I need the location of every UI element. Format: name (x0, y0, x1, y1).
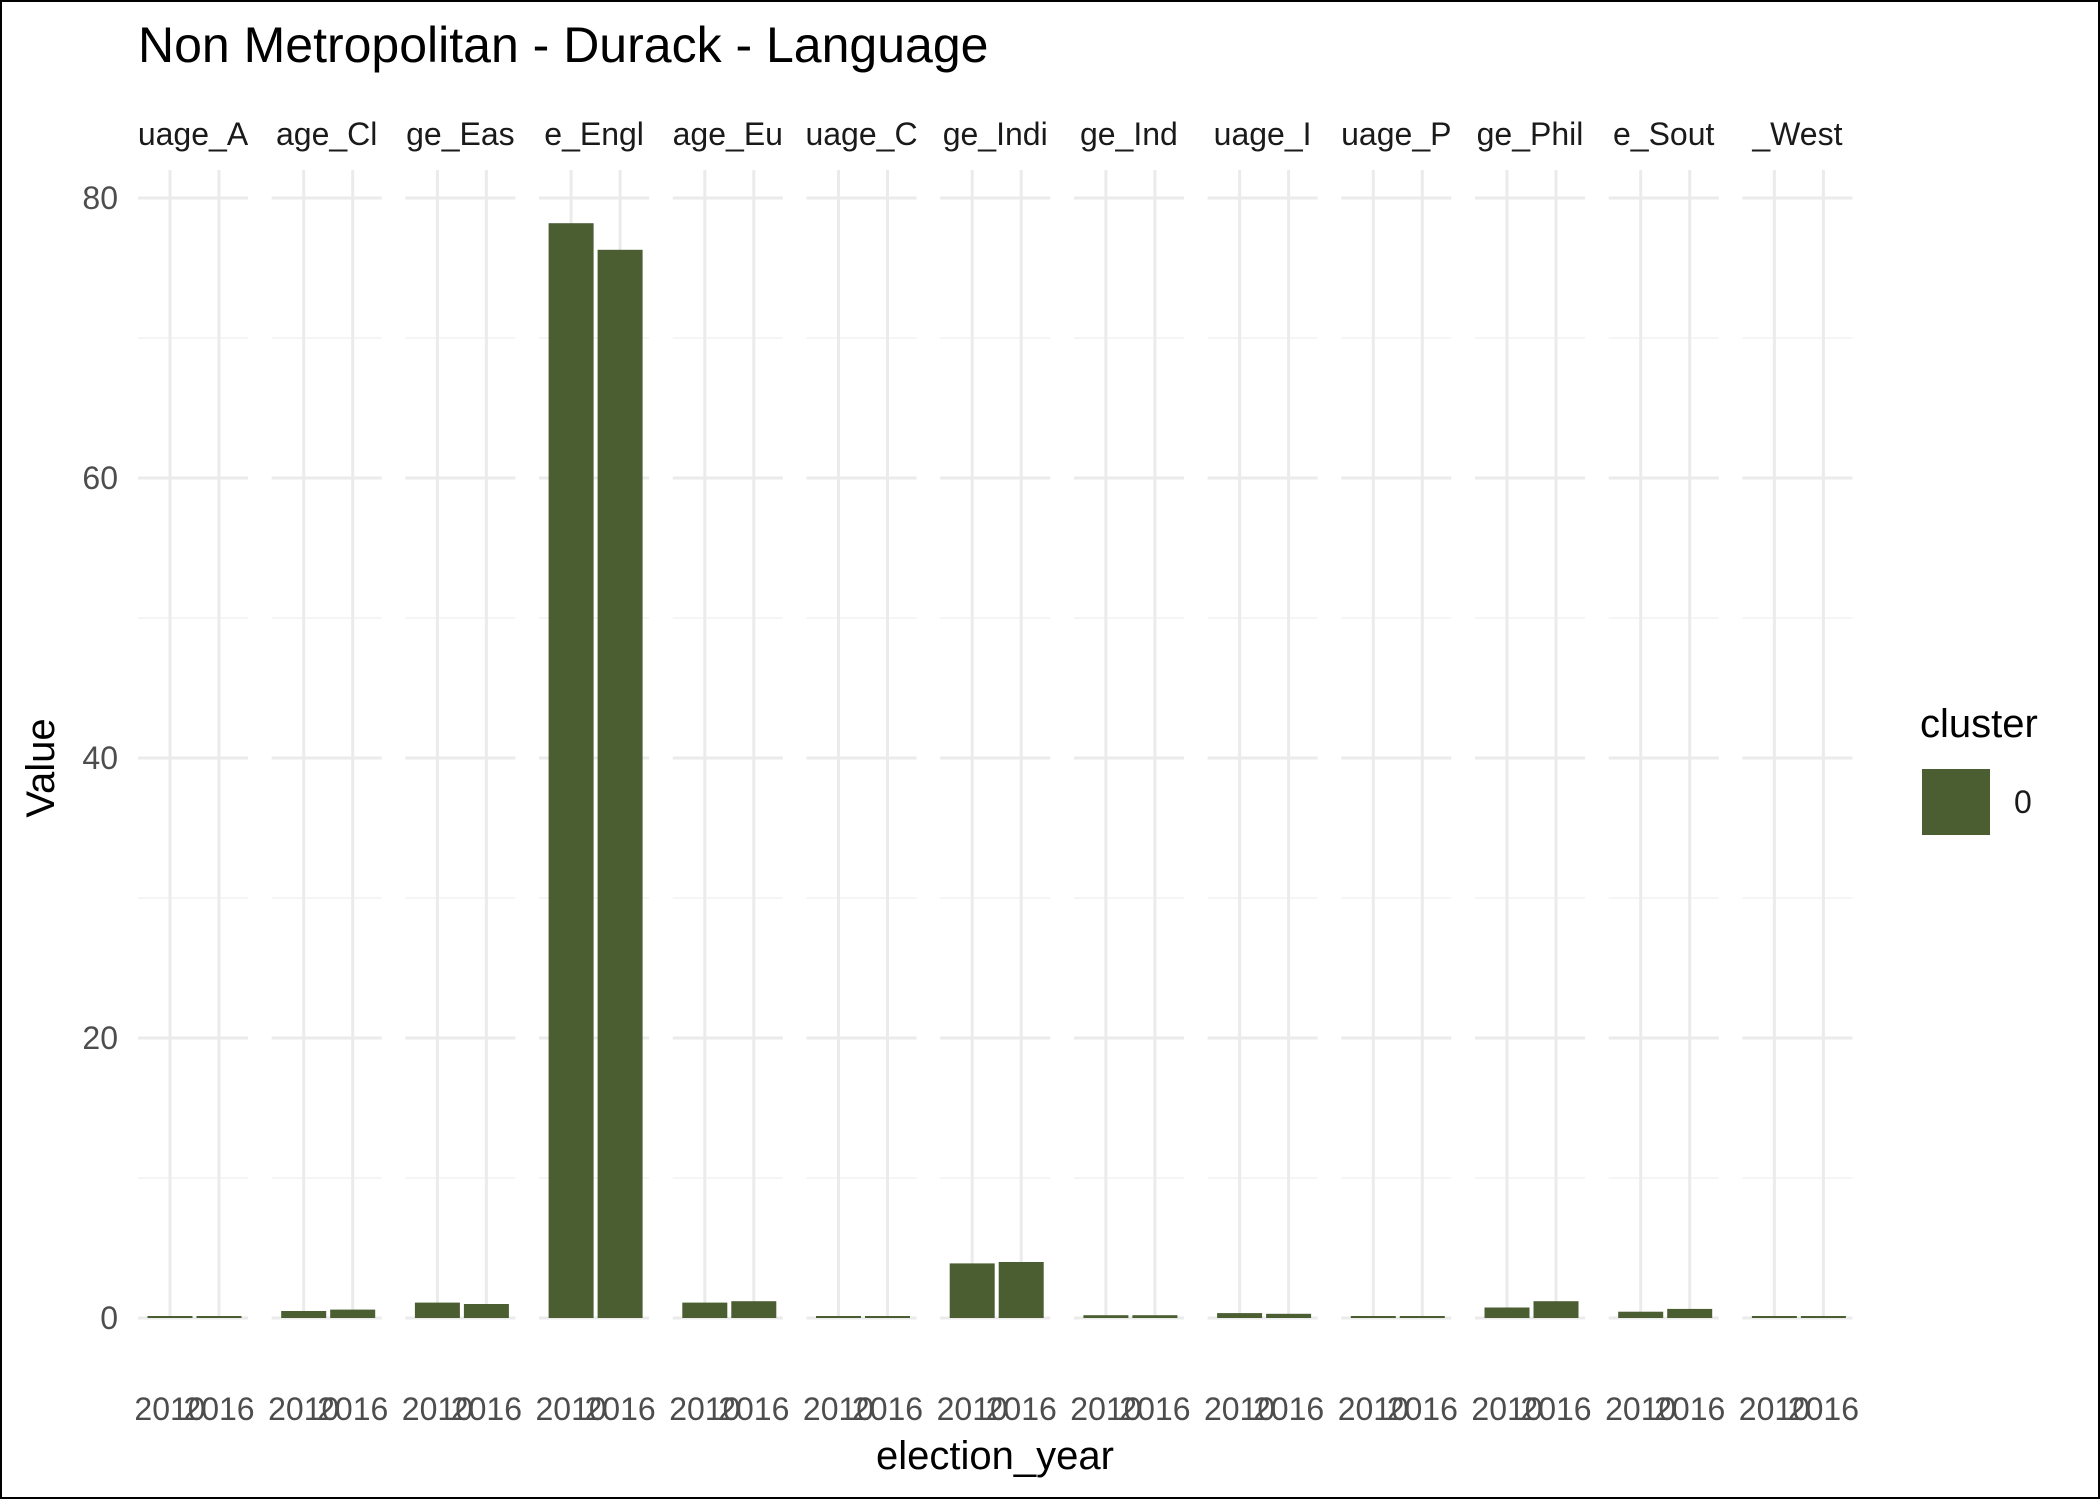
x-tick-label: 2010 (1739, 1391, 1810, 1427)
x-tick-label: 2016 (1119, 1391, 1190, 1427)
facet-strip-label: uage_I (1214, 116, 1312, 152)
bar (1533, 1301, 1579, 1318)
bar (548, 223, 594, 1319)
bar (1083, 1315, 1129, 1318)
legend-title: cluster (1920, 702, 2038, 746)
bars (147, 223, 1846, 1319)
x-tick-label: 2016 (585, 1391, 656, 1427)
bar (1667, 1308, 1713, 1318)
x-tick-label: 2010 (1471, 1391, 1542, 1427)
facet-strip-label: ge_Phil (1477, 116, 1584, 152)
x-tick-label: 2010 (1605, 1391, 1676, 1427)
bar (1399, 1316, 1445, 1318)
y-tick-label: 60 (82, 460, 118, 496)
x-axis-label: election_year (876, 1434, 1114, 1478)
legend-entry-label: 0 (2014, 784, 2032, 820)
x-tick-label: 2010 (402, 1391, 473, 1427)
x-tick-label: 2016 (1253, 1391, 1324, 1427)
x-tick-label: 2016 (451, 1391, 522, 1427)
bar (682, 1302, 728, 1318)
bar (330, 1309, 376, 1318)
bar (1266, 1313, 1312, 1318)
bar (998, 1262, 1044, 1318)
facet-strip-label: uage_C (805, 116, 917, 152)
grid-layer (138, 170, 1853, 1320)
bar (1217, 1313, 1263, 1318)
facet-strip-label: ge_Ind (1080, 116, 1178, 152)
bar (463, 1304, 509, 1318)
facet-strip-label: uage_P (1341, 116, 1451, 152)
x-tick-label: 2010 (937, 1391, 1008, 1427)
x-tick-label: 2016 (1788, 1391, 1859, 1427)
x-tick-label: 2016 (1520, 1391, 1591, 1427)
facet-strip-labels: uage_A age_Cl ge_Eas e_Engl age_Eu uage_C ge_I… (138, 116, 1843, 152)
x-tick-label: 2010 (669, 1391, 740, 1427)
x-tick-label: 2016 (1387, 1391, 1458, 1427)
x-tick-label: 2010 (268, 1391, 339, 1427)
facet-strip-label: e_Engl (544, 116, 644, 152)
y-tick-label: 20 (82, 1020, 118, 1056)
x-tick-label: 2016 (1654, 1391, 1725, 1427)
facet-strip-label: e_Sout (1613, 116, 1715, 152)
bar (1618, 1311, 1664, 1318)
legend: cluster 0 (1920, 702, 2038, 835)
y-axis-label: Value (19, 718, 63, 817)
x-tick-label: 2016 (852, 1391, 923, 1427)
x-tick-label: 2016 (986, 1391, 1057, 1427)
bar (816, 1316, 861, 1318)
x-tick-label: 2016 (317, 1391, 388, 1427)
x-tick-label: 2010 (803, 1391, 874, 1427)
bar (196, 1316, 242, 1318)
bar (1484, 1307, 1530, 1318)
facet-strip-label: age_Eu (673, 116, 783, 152)
x-tick-label: 2010 (1338, 1391, 1409, 1427)
bar (1800, 1316, 1846, 1318)
legend-key-swatch (1922, 769, 1990, 835)
y-tick-label: 40 (82, 740, 118, 776)
x-tick-label: 2010 (536, 1391, 607, 1427)
facet-strip-label: ge_Eas (406, 116, 515, 152)
x-tick-label: 2010 (134, 1391, 205, 1427)
y-tick-label: 80 (82, 180, 118, 216)
bar (949, 1263, 995, 1318)
x-tick-label: 2010 (1070, 1391, 1141, 1427)
bar (281, 1311, 327, 1318)
facet-strip-label: age_Cl (276, 116, 377, 152)
bar (1751, 1316, 1797, 1318)
facet-strip-label: _West (1751, 116, 1842, 152)
bar (147, 1316, 193, 1318)
y-tick-label: 0 (100, 1300, 118, 1336)
bar (597, 249, 643, 1318)
x-tick-label: 2010 (1204, 1391, 1275, 1427)
bar (414, 1302, 460, 1318)
chart-title: Non Metropolitan - Durack - Language (138, 17, 988, 73)
bar (1350, 1316, 1396, 1318)
facet-strip-label: uage_A (138, 116, 249, 152)
facet-strip-label: ge_Indi (943, 116, 1048, 152)
x-tick-label: 2016 (183, 1391, 254, 1427)
bar (731, 1301, 777, 1318)
bar (1132, 1315, 1178, 1318)
x-tick-label: 2016 (718, 1391, 789, 1427)
bar (865, 1316, 910, 1318)
